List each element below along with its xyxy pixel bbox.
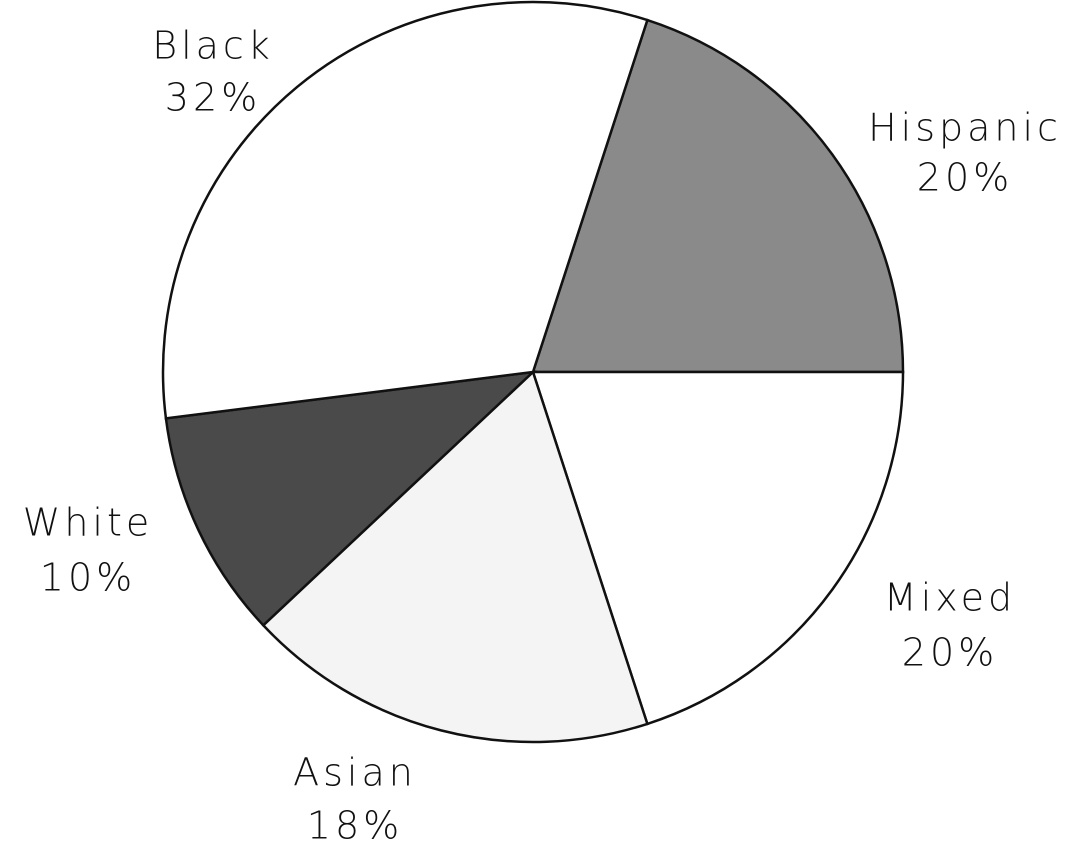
pie-slice <box>161 0 649 420</box>
slice-label: Asian <box>293 751 417 795</box>
slice-label: Mixed <box>884 576 1016 620</box>
slice-label: Hispanic <box>868 106 1062 150</box>
pie-slice <box>261 369 649 744</box>
slice-value-label: 18% <box>307 804 403 848</box>
slice-label: Black <box>152 24 274 68</box>
pie-slice <box>531 370 905 726</box>
slice-value-label: 32% <box>165 76 261 120</box>
slice-value-label: 20% <box>902 631 998 675</box>
slice-value-label: 10% <box>40 556 136 600</box>
pie-slice <box>164 370 537 628</box>
slice-label: White <box>23 501 154 545</box>
slice-value-label: 20% <box>917 156 1013 200</box>
pie-slice <box>531 18 905 374</box>
